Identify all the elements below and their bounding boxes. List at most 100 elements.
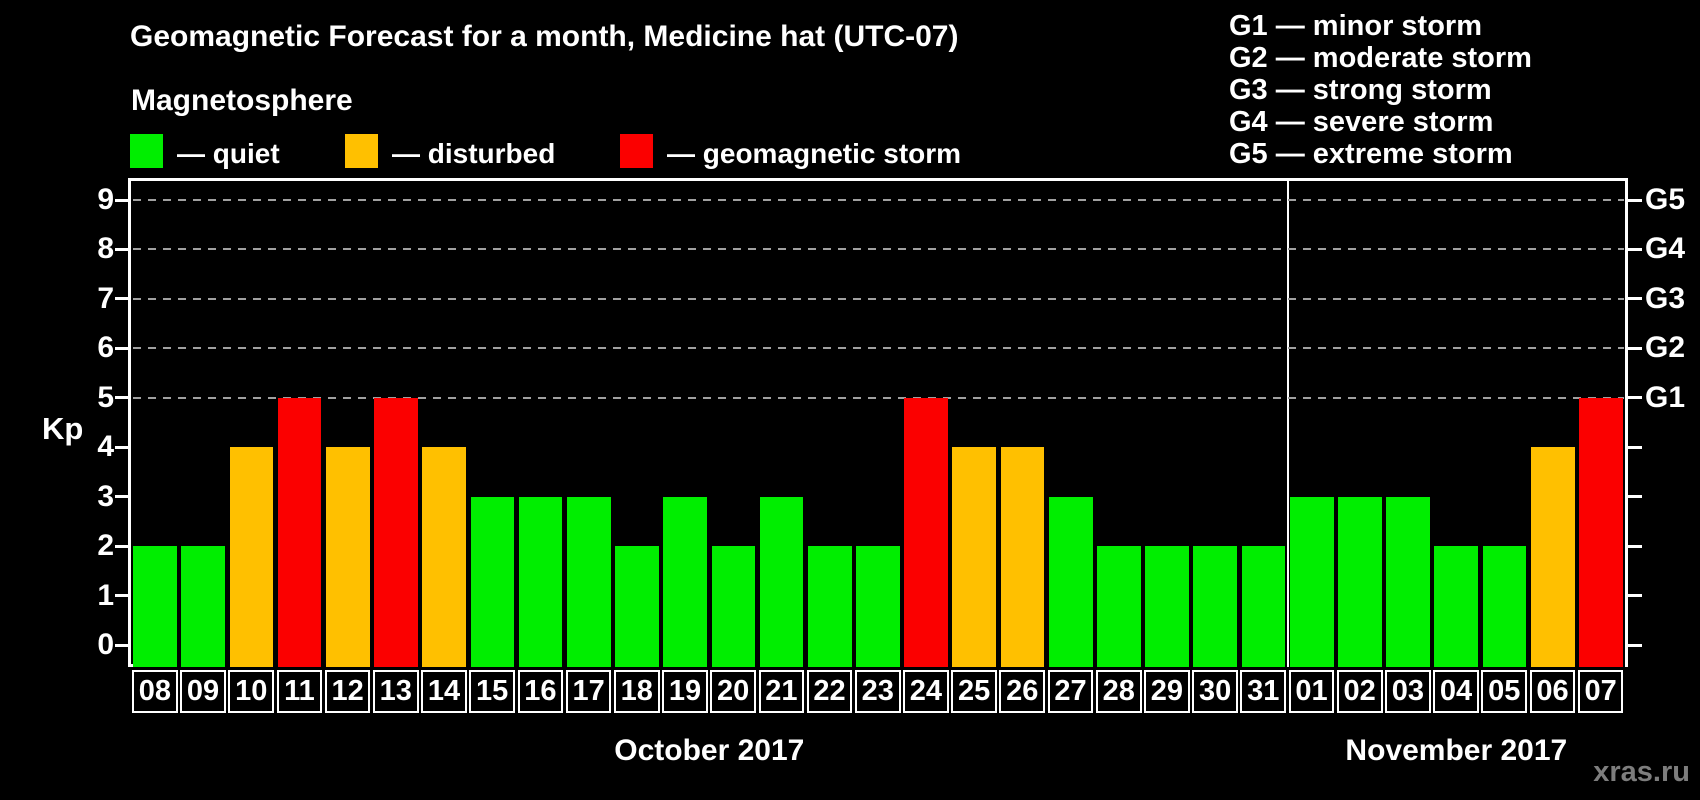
g-level-label-G3: G3 (1645, 281, 1686, 315)
month-label-november: November 2017 (1345, 734, 1568, 767)
y-tick-label-1: 1 (97, 578, 114, 612)
g-scale-legend: G1 — minor storm G2 — moderate storm G3 — … (1229, 10, 1532, 170)
day-label-cell-oct-23: 23 (854, 670, 901, 713)
kp-bar-oct-20 (711, 546, 756, 667)
g-level-label-G5: G5 (1645, 183, 1686, 216)
day-label-cell-nov-07: 07 (1577, 670, 1624, 713)
day-label-cell-oct-18: 18 (613, 670, 660, 713)
y-tick-label-2: 2 (97, 529, 114, 563)
y-tick-right-8 (1628, 247, 1642, 251)
kp-axis-label: Kp (42, 411, 84, 446)
day-label-cell-oct-21: 21 (758, 670, 805, 713)
legend-swatch-storm (620, 134, 653, 168)
page-title: Geomagnetic Forecast for a month, Medici… (130, 20, 959, 53)
kp-bar-oct-28 (1097, 546, 1141, 667)
kp-bar-oct-11 (277, 397, 322, 667)
gridline-kp-8 (133, 248, 1624, 251)
legend-label-disturbed: — disturbed (392, 138, 556, 169)
day-label-cell-oct-08: 08 (132, 670, 178, 713)
y-tick-label-6: 6 (97, 331, 114, 365)
day-label-cell-nov-01: 01 (1288, 670, 1335, 713)
day-label-cell-oct-19: 19 (662, 670, 708, 713)
g-scale-legend-line-1: G1 — minor storm (1229, 10, 1482, 42)
kp-bar-nov-05 (1482, 546, 1527, 667)
kp-bar-oct-10 (229, 447, 274, 667)
g-level-label-G2: G2 (1645, 331, 1686, 365)
y-tick-label-8: 8 (97, 232, 114, 266)
month-label-october: October 2017 (614, 734, 805, 767)
y-tick-right-4 (1628, 445, 1642, 449)
kp-bar-oct-25 (952, 447, 997, 667)
legend-swatch-disturbed (345, 134, 378, 168)
day-label-cell-oct-22: 22 (806, 670, 853, 713)
plot-top-border (128, 178, 1628, 181)
kp-bar-oct-15 (470, 496, 515, 667)
right-axis-line (1625, 178, 1628, 667)
kp-bar-oct-24 (904, 397, 948, 667)
y-tick-right-0 (1628, 643, 1642, 647)
g-level-label-G4: G4 (1645, 232, 1686, 266)
legend-label-quiet: — quiet (177, 138, 280, 169)
kp-bar-oct-23 (856, 546, 900, 667)
y-axis-line (128, 178, 131, 667)
legend-swatch-quiet (130, 134, 163, 168)
y-tick-right-2 (1628, 544, 1642, 548)
day-label-cell-oct-26: 26 (999, 670, 1046, 713)
kp-bar-oct-16 (518, 496, 563, 667)
y-tick-left-2 (115, 544, 129, 548)
y-tick-right-3 (1628, 495, 1642, 499)
day-label-cell-oct-15: 15 (469, 670, 516, 713)
y-tick-left-7 (115, 297, 129, 301)
day-label-cell-oct-14: 14 (421, 670, 467, 713)
kp-bar-oct-26 (1000, 447, 1045, 667)
day-label-cell-oct-30: 30 (1192, 670, 1238, 713)
day-label-cell-oct-13: 13 (372, 670, 419, 713)
day-label-cell-oct-09: 09 (180, 670, 226, 713)
kp-bar-oct-31 (1241, 546, 1286, 667)
day-label-cell-nov-04: 04 (1433, 670, 1479, 713)
y-tick-left-4 (115, 445, 129, 449)
gridline-kp-6 (133, 347, 1624, 350)
day-label-cell-oct-11: 11 (276, 670, 323, 713)
gridline-kp-5 (133, 396, 1624, 399)
kp-bar-oct-08 (133, 546, 177, 667)
kp-bar-oct-27 (1048, 496, 1093, 667)
kp-bar-nov-01 (1289, 496, 1334, 667)
legend-label-storm: — geomagnetic storm (667, 138, 962, 169)
day-label-cell-oct-28: 28 (1095, 670, 1142, 713)
kp-bar-nov-07 (1579, 397, 1623, 667)
y-tick-left-8 (115, 247, 129, 251)
day-label-cell-oct-10: 10 (228, 670, 275, 713)
kp-bar-nov-03 (1386, 496, 1430, 667)
kp-bar-oct-18 (615, 546, 659, 667)
day-label-cell-nov-03: 03 (1385, 670, 1431, 713)
kp-bar-oct-17 (566, 496, 611, 667)
y-tick-right-5 (1628, 396, 1642, 400)
kp-bar-oct-09 (181, 546, 226, 667)
y-tick-label-3: 3 (97, 479, 114, 513)
subtitle-magnetosphere: Magnetosphere (131, 84, 353, 117)
kp-bar-oct-22 (807, 546, 852, 667)
day-label-cell-oct-31: 31 (1240, 670, 1287, 713)
y-tick-left-6 (115, 346, 129, 350)
y-tick-left-1 (115, 594, 129, 598)
y-tick-label-0: 0 (97, 628, 114, 661)
g-scale-legend-line-4: G4 — severe storm (1229, 106, 1494, 138)
y-tick-left-0 (115, 643, 129, 647)
g-scale-legend-line-2: G2 — moderate storm (1229, 42, 1532, 74)
kp-bar-nov-06 (1530, 447, 1575, 667)
g-scale-legend-line-3: G3 — strong storm (1229, 74, 1492, 106)
gridline-kp-7 (133, 297, 1624, 300)
y-tick-left-3 (115, 495, 129, 499)
kp-bar-oct-14 (422, 447, 467, 667)
kp-bar-oct-30 (1193, 546, 1238, 667)
day-label-cell-oct-12: 12 (324, 670, 371, 713)
kp-bar-nov-02 (1338, 496, 1382, 667)
month-separator-line (1286, 181, 1289, 667)
g-level-label-G1: G1 (1645, 380, 1686, 414)
kp-bar-oct-12 (325, 447, 370, 667)
g-scale-legend-line-5: G5 — extreme storm (1229, 138, 1513, 170)
y-tick-right-1 (1628, 594, 1642, 598)
y-tick-label-4: 4 (97, 430, 114, 464)
day-label-cell-oct-17: 17 (565, 670, 612, 713)
